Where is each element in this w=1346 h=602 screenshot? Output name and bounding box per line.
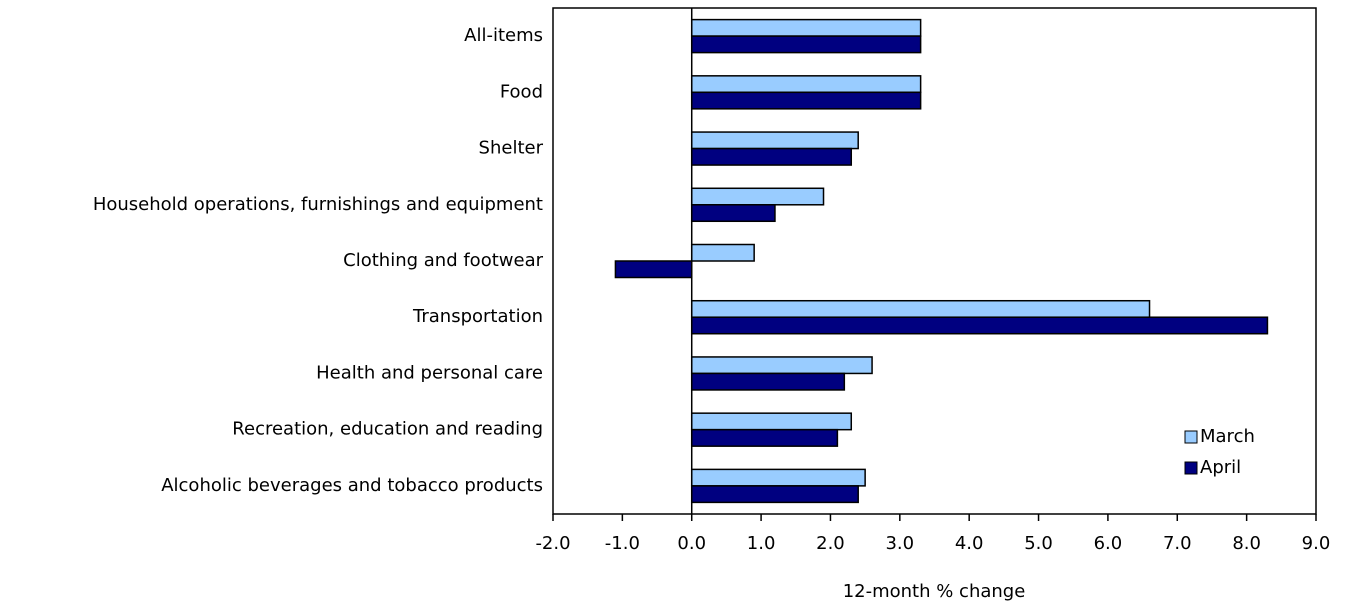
bar xyxy=(690,412,853,431)
bar xyxy=(614,260,693,279)
x-tick-label: -1.0 xyxy=(605,533,640,554)
x-tick-label: 3.0 xyxy=(885,533,914,554)
x-tick-label: 8.0 xyxy=(1232,533,1261,554)
y-tick-label: Clothing and footwear xyxy=(343,250,543,271)
y-tick-label: Food xyxy=(500,81,543,102)
legend-swatch xyxy=(1184,461,1198,475)
x-tick-label: 5.0 xyxy=(1024,533,1053,554)
x-tick-label: 1.0 xyxy=(747,533,776,554)
bar xyxy=(690,204,776,223)
y-tick-label: Transportation xyxy=(412,306,543,327)
bar xyxy=(690,147,853,166)
bar xyxy=(690,316,1269,335)
bar xyxy=(690,187,825,206)
bar xyxy=(690,243,755,262)
bar xyxy=(690,131,859,150)
bar xyxy=(690,299,1151,318)
legend-label: April xyxy=(1200,457,1241,478)
x-axis-label: 12-month % change xyxy=(843,581,1026,602)
bar xyxy=(690,372,846,391)
x-tick-label: 6.0 xyxy=(1094,533,1123,554)
bar xyxy=(690,468,866,487)
legend-label: March xyxy=(1200,426,1255,447)
plot-frame xyxy=(552,7,1317,515)
x-tick-label: 4.0 xyxy=(955,533,984,554)
y-tick-label: Recreation, education and reading xyxy=(232,419,543,440)
y-tick-label: Health and personal care xyxy=(316,362,543,383)
bar xyxy=(690,356,873,375)
legend-swatch xyxy=(1184,430,1198,444)
x-tick-label: 2.0 xyxy=(816,533,845,554)
y-tick-label: Household operations, furnishings and eq… xyxy=(93,194,543,215)
bar xyxy=(690,35,922,54)
bar xyxy=(690,75,922,94)
x-tick-label: -2.0 xyxy=(535,533,570,554)
x-tick-label: 9.0 xyxy=(1302,533,1331,554)
bar xyxy=(690,485,859,504)
y-tick-label: Shelter xyxy=(479,138,544,159)
x-tick-label: 0.0 xyxy=(677,533,706,554)
x-tick-label: 7.0 xyxy=(1163,533,1192,554)
bar xyxy=(690,18,922,37)
y-tick-label: Alcoholic beverages and tobacco products xyxy=(161,475,543,496)
bar xyxy=(690,428,839,447)
bar xyxy=(690,91,922,110)
y-tick-label: All-items xyxy=(464,25,543,46)
